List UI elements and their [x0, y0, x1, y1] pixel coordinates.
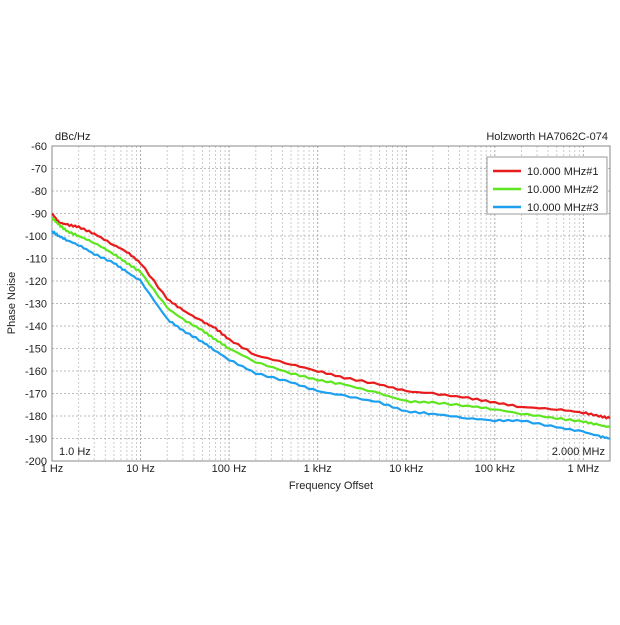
x-tick-label: 100 Hz	[212, 463, 247, 475]
y-axis-label: Phase Noise	[6, 272, 18, 334]
x-axis-label: Frequency Offset	[289, 480, 373, 492]
y-tick-label: -80	[31, 186, 47, 198]
plot-frame	[51, 145, 611, 462]
legend-label: 10.000 MHz#3	[527, 202, 599, 214]
x-tick-label: 1 Hz	[41, 463, 64, 475]
series-line	[51, 216, 611, 429]
y-tick-label: -120	[25, 276, 47, 288]
y-tick-label: -150	[25, 344, 47, 356]
y-tick-label: -130	[25, 299, 47, 311]
y-tick-label: -110	[26, 254, 47, 266]
y-tick-label: -170	[25, 389, 47, 401]
series-lines	[51, 212, 611, 440]
y-tick-label: -160	[25, 366, 47, 378]
y-tick-label: -190	[25, 434, 47, 446]
y-tick-label: -90	[31, 209, 47, 221]
y-tick-label: -70	[31, 164, 47, 176]
start-annotation: 1.0 Hz	[59, 446, 91, 458]
y-tick-label: -200	[25, 456, 47, 468]
legend-label: 10.000 MHz#2	[527, 184, 599, 196]
x-tick-label: 10 Hz	[126, 463, 155, 475]
x-tick-label: 10 kHz	[389, 463, 423, 475]
legend-box	[486, 156, 608, 215]
chart-title: Holzworth HA7062C-074	[486, 131, 608, 143]
legend-label: 10.000 MHz#1	[527, 166, 599, 178]
legend: 10.000 MHz#1 10.000 MHz#2 10.000 MHz#3	[486, 156, 608, 215]
y-tick-label: -180	[25, 411, 47, 423]
series-line	[51, 230, 611, 440]
end-annotation: 2.000 MHz	[552, 446, 605, 458]
y-tick-label: -60	[31, 141, 47, 153]
y-tick-label: -140	[25, 321, 47, 333]
x-tick-label: 1 kHz	[304, 463, 332, 475]
x-tick-label: 1 MHz	[567, 463, 599, 475]
y-tick-label: -100	[25, 231, 47, 243]
axis-ticks: -60 -70 -80 -90 -100 -110 -120 -130 -140 -150 -160…	[25, 141, 599, 475]
series-line	[51, 212, 611, 420]
x-tick-label: 100 kHz	[475, 463, 515, 475]
y-unit-label: dBc/Hz	[55, 131, 90, 143]
